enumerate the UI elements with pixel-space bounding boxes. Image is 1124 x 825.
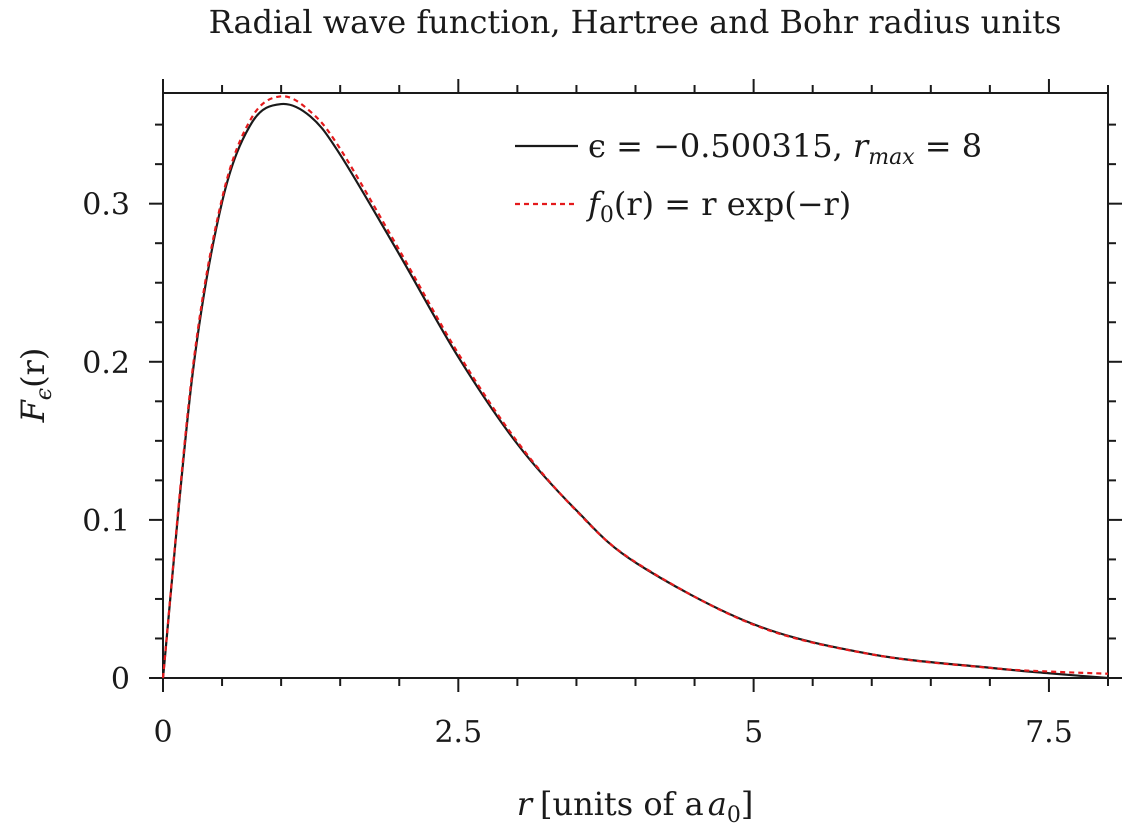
y-axis-label-sub: ϵ — [32, 388, 57, 400]
y-tick-label: 0.3 — [82, 188, 130, 223]
legend-label-dashed: f0(r) = r exp(−r) — [586, 185, 851, 228]
x-tick-label: 0 — [153, 715, 172, 750]
x-tick-label: 5 — [744, 715, 763, 750]
y-tick-label: 0.1 — [82, 504, 130, 539]
y-axis-label: Fϵ(r) — [14, 348, 57, 424]
plot-frame — [162, 92, 1109, 679]
y-tick-label: 0 — [111, 662, 130, 697]
series-line-numerical — [161, 102, 1109, 680]
x-axis-label-text: [units of a — [540, 785, 704, 823]
x-tick-label: 7.5 — [1025, 715, 1073, 750]
chart-title: Radial wave function, Hartree and Bohr r… — [209, 3, 1062, 41]
y-axis-label-var: F — [14, 398, 52, 423]
y-axis-label-arg: (r) — [14, 348, 52, 388]
legend-label-solid: ϵ = −0.500315, rmax = 8 — [588, 127, 982, 170]
x-axis-label-sub: 0 — [727, 803, 741, 825]
legend: ϵ = −0.500315, rmax = 8 f0(r) = r exp(−r… — [515, 127, 982, 228]
y-tick-label: 0.2 — [82, 346, 130, 381]
x-axis-label: r [units of a a0] — [517, 785, 754, 825]
x-axis-label-close: ] — [741, 785, 753, 823]
x-axis-label-var: r — [517, 785, 534, 823]
y-tick-labels: 0 0.1 0.2 0.3 — [82, 188, 130, 697]
x-tick-label: 2.5 — [434, 715, 482, 750]
x-tick-labels: 0 2.5 5 7.5 — [153, 715, 1072, 750]
axis-ticks — [149, 79, 1122, 692]
series-lines — [161, 95, 1109, 680]
plot-area: 0 2.5 5 7.5 0 0.1 0.2 0.3 — [82, 79, 1122, 750]
series-line-analytic — [161, 95, 1109, 679]
